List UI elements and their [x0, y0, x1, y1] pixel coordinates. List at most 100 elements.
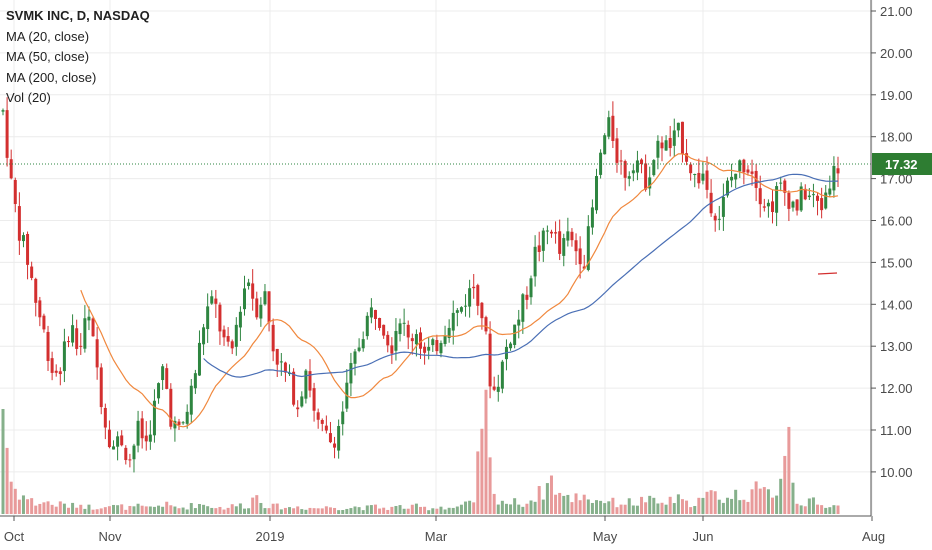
candle-body [173, 420, 177, 429]
candle-body [648, 177, 652, 189]
candle-body [234, 324, 238, 347]
volume-bar [152, 506, 156, 514]
y-tick-label: 10.00 [880, 465, 913, 480]
volume-bar [439, 506, 443, 514]
volume-bar [832, 505, 836, 514]
volume-bar [554, 494, 558, 514]
legend-ma50[interactable]: MA (50, close) [6, 49, 90, 64]
candle-body [656, 140, 660, 158]
volume-bar [30, 498, 34, 514]
volume-bar [414, 503, 418, 514]
candle-body [333, 443, 337, 448]
volume-bar [21, 495, 25, 514]
candle-body [746, 169, 750, 173]
volume-bar [734, 489, 738, 514]
candle-body [410, 338, 414, 342]
volume-bar [390, 506, 394, 514]
volume-bar [562, 495, 566, 514]
candle-body [721, 196, 725, 217]
y-tick-label: 12.00 [880, 381, 913, 396]
candle-body [107, 429, 111, 448]
volume-bar [95, 509, 99, 514]
candle-body [283, 362, 287, 373]
candle-body [480, 302, 484, 319]
volume-bar [62, 503, 66, 514]
legend-ma20[interactable]: MA (20, close) [6, 28, 90, 44]
volume-bar [590, 502, 594, 514]
candle-body [30, 266, 34, 278]
volume-bar [705, 491, 709, 514]
candle-body [607, 117, 611, 137]
candle-body [758, 188, 762, 205]
volume-bar [357, 507, 361, 514]
volume-bar [46, 501, 50, 514]
volume-bar [816, 504, 820, 514]
volume-bar [308, 507, 312, 514]
candle-body [459, 307, 463, 312]
x-tick-label: Mar [425, 529, 448, 544]
candle-body [230, 341, 234, 349]
x-tick-label: May [593, 529, 618, 544]
volume-bar [238, 503, 242, 514]
price-axis[interactable]: 21.00 20.00 19.00 18.00 17.00 16.00 15.00 14.00… [871, 4, 913, 480]
volume-bar [144, 506, 148, 514]
ma50-line [203, 173, 838, 378]
volume-bar [738, 500, 742, 514]
candle-body [132, 445, 136, 460]
candle-body [443, 335, 447, 344]
volume-bar [811, 497, 815, 514]
candle-body [549, 231, 553, 234]
volume-bar [783, 455, 787, 514]
volume-bar [230, 504, 234, 514]
volume-bar [623, 504, 627, 514]
volume-bar [795, 503, 799, 514]
candle-body [451, 312, 455, 331]
volume-bar [365, 505, 369, 514]
last-price-tag-text: 17.32 [885, 157, 918, 172]
candle-body [787, 192, 791, 209]
volume-bar [210, 507, 214, 514]
candle-body [660, 142, 664, 149]
candle-body [378, 317, 382, 328]
volume-bar [378, 508, 382, 514]
volume-bar [107, 506, 111, 514]
candle-body [680, 121, 684, 155]
legend-ma200[interactable]: MA (200, close) [6, 69, 97, 85]
candle-body [202, 327, 206, 345]
candle-body [799, 186, 803, 211]
volume-bar [484, 389, 488, 514]
legend-vol[interactable]: Vol (20) [6, 90, 51, 105]
volume-bar [87, 504, 91, 514]
volume-bar [697, 497, 701, 514]
volume-bar [197, 504, 201, 514]
volume-bars [1, 389, 840, 514]
volume-bar [742, 499, 746, 514]
candle-body [185, 411, 189, 424]
volume-bar [496, 504, 500, 514]
volume-bar [410, 504, 414, 514]
volume-bar [124, 509, 128, 514]
candle-body [9, 159, 13, 179]
volume-bar [451, 507, 455, 514]
volume-bar [799, 505, 803, 514]
volume-bar [427, 510, 431, 514]
candle-body [165, 368, 169, 389]
volume-bar [529, 500, 533, 514]
volume-bar [369, 505, 373, 514]
volume-bar [566, 494, 570, 514]
symbol-title[interactable]: SVMK INC, D, NASDAQ [6, 8, 150, 23]
candle-body [558, 231, 562, 254]
volume-bar [50, 504, 54, 514]
volume-bar [652, 497, 656, 514]
volume-bar [762, 487, 766, 514]
volume-bar [541, 499, 545, 514]
volume-bar [680, 499, 684, 514]
time-axis[interactable]: Oct Nov 2019 Mar May Jun Aug [4, 516, 885, 544]
candle-body [144, 435, 148, 442]
candle-body [828, 188, 832, 195]
volume-bar [222, 509, 226, 514]
candle-body [251, 283, 255, 299]
volume-bar [99, 508, 103, 514]
candle-body [513, 324, 517, 345]
